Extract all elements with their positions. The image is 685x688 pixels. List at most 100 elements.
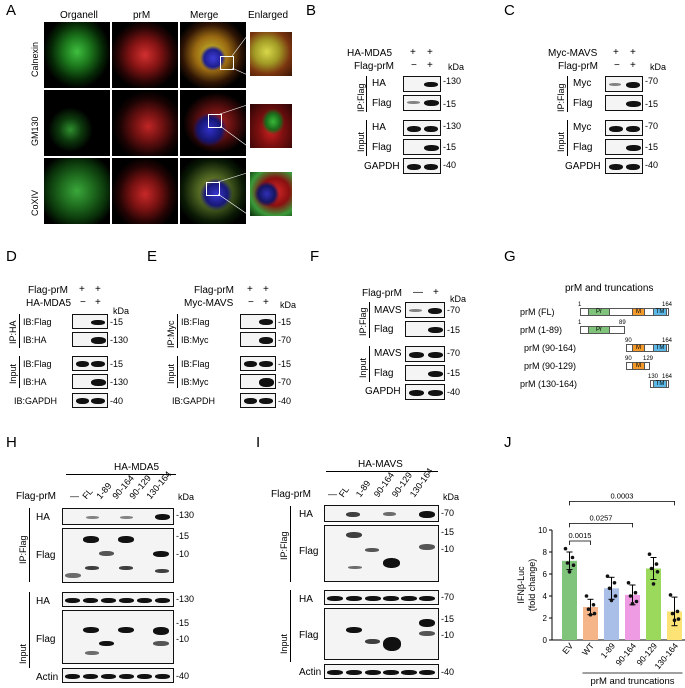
zoom-box [220,56,234,70]
header-line [326,471,438,472]
construct-label: prM (90-129) [524,361,577,371]
ifn-luc-bar-chart: 0 2 4 6 8 10 IFNβ-Luc (fold change) EV WT 1-8990-1… [516,491,685,687]
data-point [672,618,677,622]
blot-strip [240,314,276,329]
construct-bar-fl [580,308,669,316]
ip-label: IP:Flag [279,531,289,560]
panel-label-f: F [310,248,320,265]
mw-marker: -15 [110,317,124,327]
residue-number: 129 [643,356,654,362]
kda-label: kDa [448,62,465,72]
zoom-box [208,114,222,128]
lane-sign: + [410,47,416,58]
lane-sign: − [248,297,254,308]
condition-label: Flag-prM [362,288,403,299]
ip-label: IP:Flag [356,83,366,112]
lane-label: FL [80,486,95,501]
lane-sign: + [630,60,636,71]
data-point [571,563,576,567]
blot-strip [324,590,439,605]
lane-sign: + [263,284,269,295]
p-value-label: 0.0003 [611,491,634,500]
blot-label: Flag [374,324,394,335]
input-label: Input [279,633,289,654]
lane-sign: — [413,287,423,298]
construct-label: prM (FL) [520,307,555,317]
lane-sign: + [95,297,101,308]
x-tick-label: 1-89 [598,641,617,661]
blot-header: HA-MDA5 [114,462,160,473]
data-point [634,599,639,604]
lane-sign: + [247,284,253,295]
blot-header: HA-MAVS [358,459,403,470]
blot-strip [62,528,174,583]
lane-sign: − [411,60,417,71]
micrograph-coxiv-prm [112,158,178,224]
panel-label-j: J [504,434,512,451]
blot-strip [62,668,174,683]
bracket [366,76,367,112]
blot-label: Flag [573,98,593,109]
y-tick-label: 8 [543,548,548,557]
micrograph-calnexin-organell [44,22,110,88]
mw-marker: -15 [447,368,461,378]
domain-tm: TM [653,344,667,352]
lane-label: — [70,491,79,501]
lane-label: 1-89 [353,478,373,499]
micrograph-coxiv-enlarged [250,172,292,216]
mw-marker: -70 [447,305,461,315]
mw-marker: -70 [447,348,461,358]
kda-label: kDa [650,62,667,72]
micrograph-gm130-enlarged [250,104,292,148]
residue-number: 164 [662,374,673,380]
blot-label: Flag [372,98,392,109]
data-point [584,594,589,598]
blot-label: Flag [299,546,319,557]
col-header-organell: Organell [60,10,98,21]
blot-strip [62,592,174,607]
y-tick-label: 2 [543,614,548,623]
mw-marker: -15 [645,99,659,109]
residue-number: 89 [619,320,626,326]
micrograph-gm130-prm [112,90,178,156]
mw-marker: -15 [441,614,455,624]
condition-label: Flag-prM [354,61,395,72]
condition-label: HA-MDA5 [347,48,393,59]
mw-marker: -10 [176,549,190,559]
mw-marker: -40 [176,671,190,681]
blot-label: Flag [36,550,56,561]
construct-bar-90-164 [626,344,669,352]
bracket [369,346,370,382]
residue-number: 164 [662,302,673,308]
blot-strip [403,76,441,92]
data-point [591,603,596,607]
blot-strip [324,608,439,660]
ip-label: IP:HA [8,320,18,344]
lane-sign: − [614,60,620,71]
mw-marker: -40 [110,396,124,406]
blot-strip [324,505,439,522]
mw-marker: -70 [645,121,659,131]
blot-strip [403,158,441,174]
kda-label: kDa [113,306,130,316]
mw-marker: -130 [176,510,195,520]
y-tick-label: 10 [538,526,547,535]
mw-marker: -130 [110,377,129,387]
construct-label: prM (90-164) [524,343,577,353]
mw-marker: -40 [441,667,455,677]
condition-label: Myc-MAVS [184,298,234,309]
bracket [290,590,291,662]
blot-label: IB:Flag [181,317,210,327]
ip-label: IP:Flag [18,535,28,564]
mw-marker: -130 [443,121,462,131]
kda-label: kDa [178,492,195,502]
blot-label: HA [36,596,50,607]
panel-label-c: C [504,2,515,19]
blot-label: IB:GAPDH [14,396,58,406]
mw-marker: -15 [110,359,124,369]
y-tick-label: 0 [543,636,548,645]
construct-label: prM (1-89) [520,325,563,335]
blot-strip [403,95,441,111]
data-point [668,593,673,597]
micrograph-gm130-organell [44,90,110,156]
